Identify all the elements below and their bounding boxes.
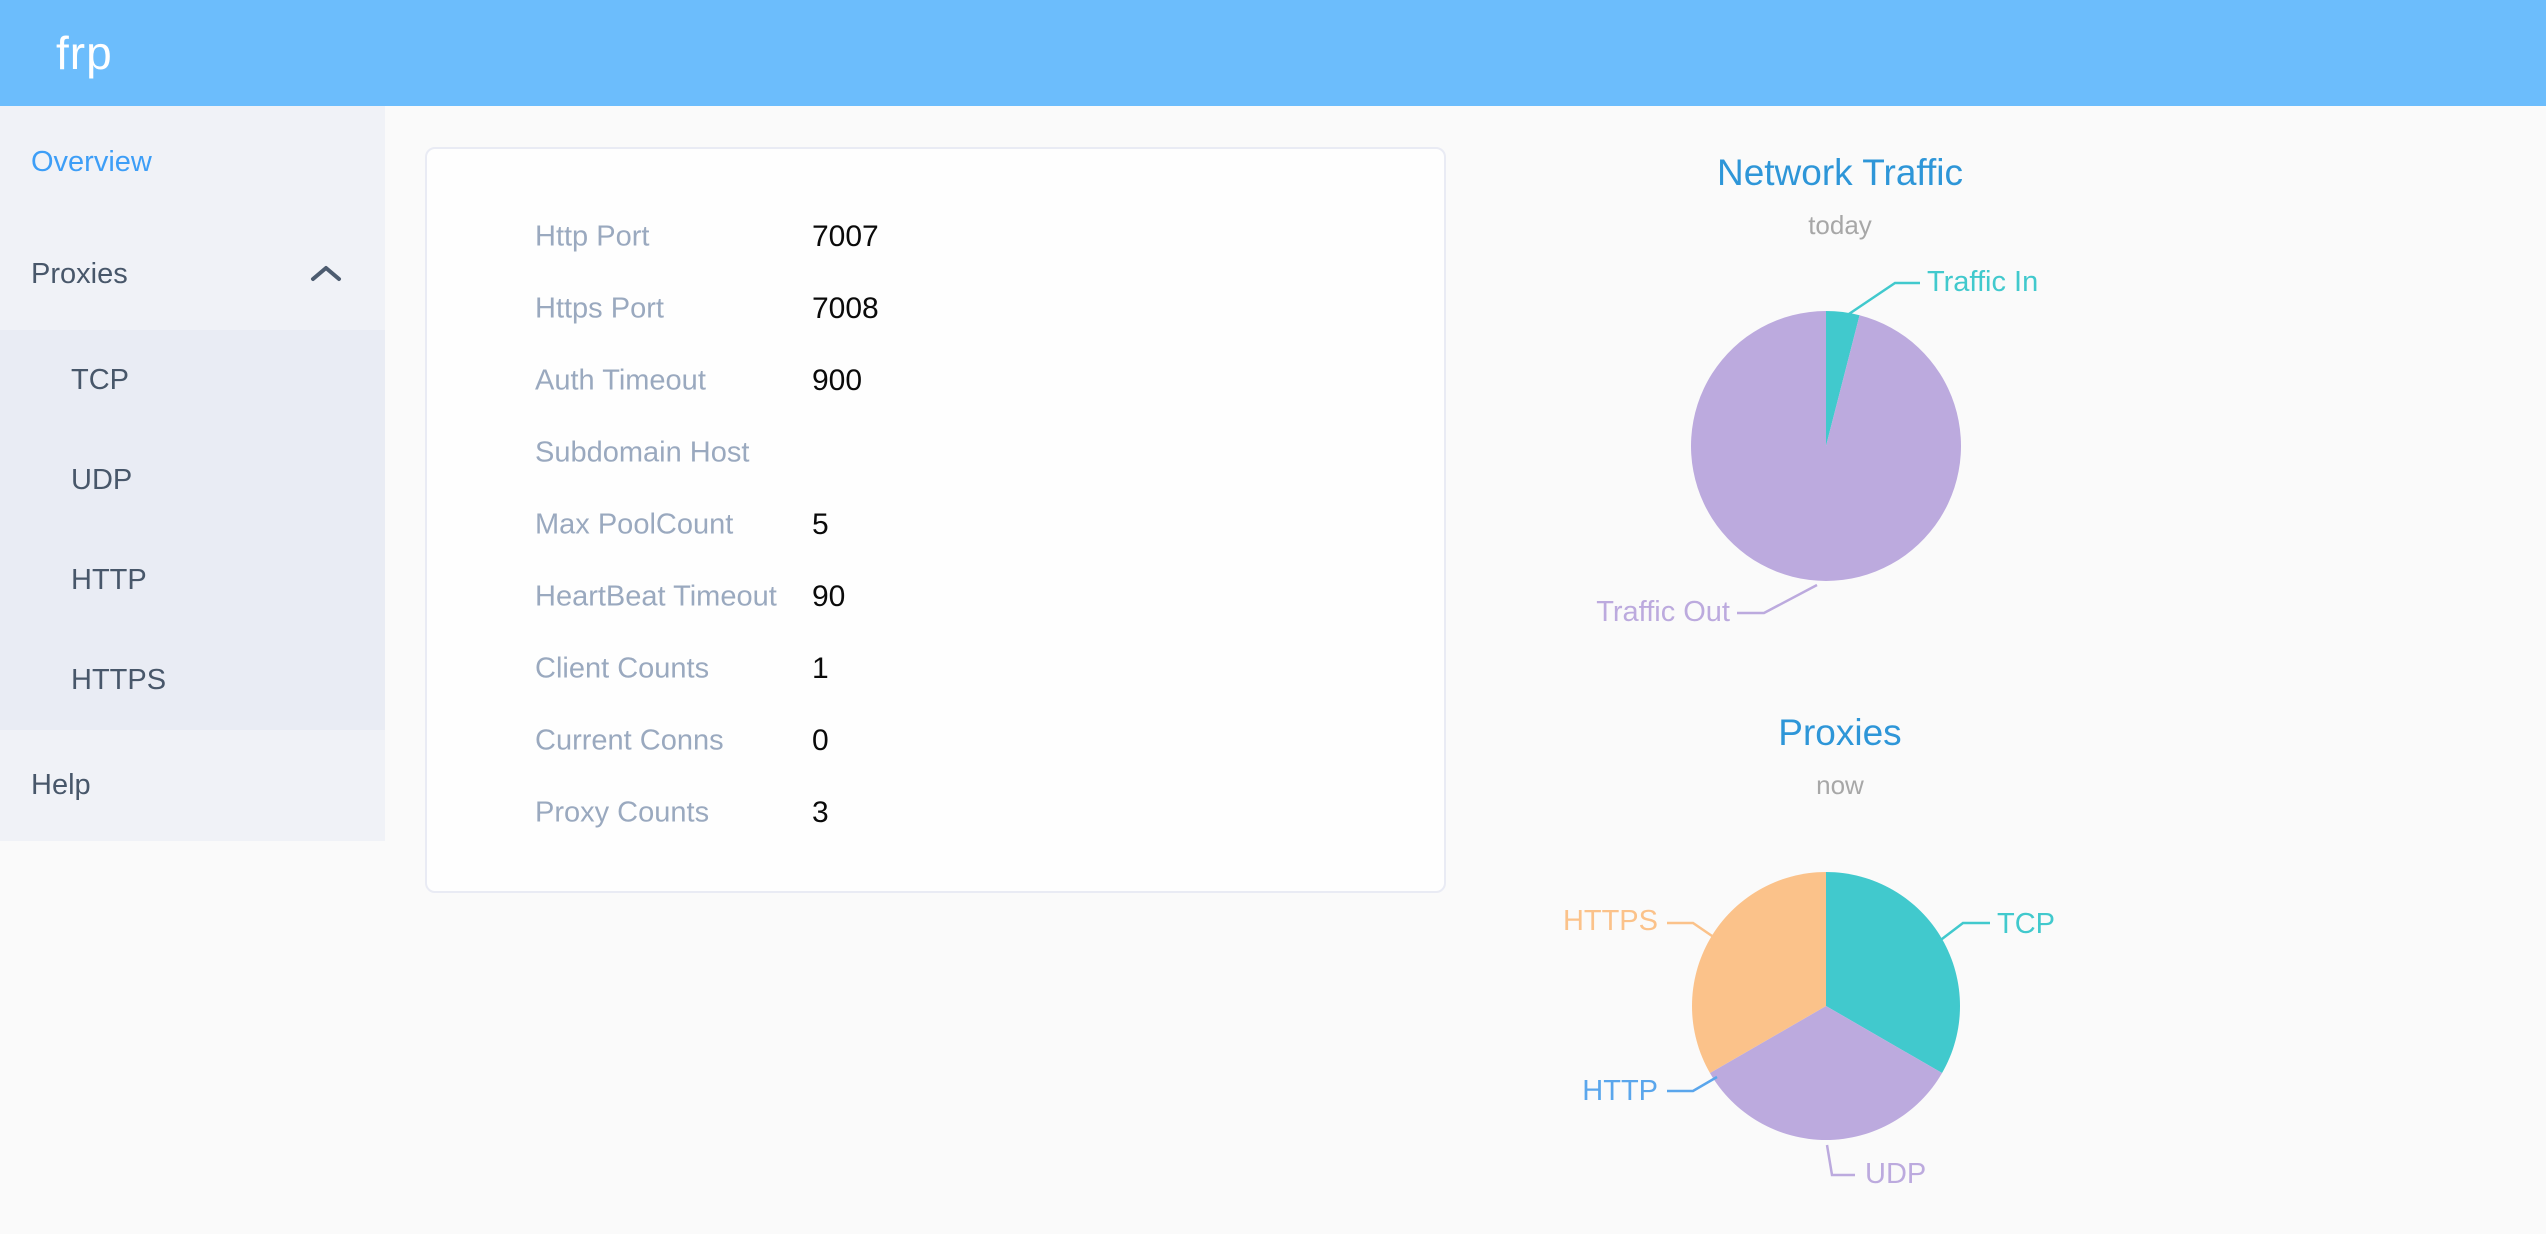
sidebar: Overview Proxies TCP UDP HTTP HTTPS Help (0, 106, 385, 841)
row-value: 7008 (812, 292, 879, 325)
row-value: 5 (812, 508, 829, 541)
sidebar-item-tcp[interactable]: TCP (0, 330, 385, 430)
pie-label-tcp: TCP (1997, 908, 2055, 940)
row-label: Auth Timeout (535, 364, 706, 397)
row-label: Subdomain Host (535, 436, 750, 469)
row-label: HeartBeat Timeout (535, 580, 777, 613)
sidebar-item-label: HTTPS (71, 663, 167, 696)
table-row: Max PoolCount 5 (427, 489, 1444, 561)
row-label: Https Port (535, 292, 664, 325)
sidebar-item-label: Overview (31, 145, 152, 178)
row-label: Http Port (535, 220, 650, 253)
row-value: 900 (812, 364, 863, 397)
network-traffic-chart: Network Traffic today Traffic In Traffic… (1440, 130, 2240, 675)
table-row: Proxy Counts 3 (427, 777, 1444, 849)
server-info-card: Http Port 7007 Https Port 7008 Auth Time… (425, 147, 1446, 893)
pie-slice-traffic-out[interactable] (1691, 311, 1961, 581)
row-value: 1 (812, 652, 829, 685)
pie-slice-traffic-in[interactable] (1826, 311, 1860, 446)
table-row: Client Counts 1 (427, 633, 1444, 705)
sidebar-item-proxies[interactable]: Proxies (0, 218, 385, 330)
row-value: 3 (812, 796, 829, 829)
sidebar-item-label: UDP (71, 463, 133, 496)
table-row: Current Conns 0 (427, 705, 1444, 777)
pie-label-https: HTTPS (1562, 905, 1658, 937)
pie-slice-tcp[interactable] (1826, 872, 1960, 1073)
network-traffic-pie (1691, 311, 1961, 581)
row-label: Proxy Counts (535, 796, 710, 829)
row-label: Current Conns (535, 724, 724, 757)
chart-subtitle: today (1808, 210, 1872, 240)
pie-label-http: HTTP (1582, 1075, 1658, 1107)
sidebar-item-overview[interactable]: Overview (0, 106, 385, 218)
row-value: 0 (812, 724, 829, 757)
table-row: HeartBeat Timeout 90 (427, 561, 1444, 633)
row-value: 90 (812, 580, 846, 613)
proxies-chart: Proxies now TCP HTTPS HTTP UDP (1440, 690, 2240, 1234)
sidebar-item-help[interactable]: Help (0, 730, 385, 841)
row-label: Client Counts (535, 652, 710, 685)
table-row: Http Port 7007 (427, 201, 1444, 273)
chart-subtitle: now (1816, 770, 1864, 800)
chart-title: Proxies (1778, 712, 1902, 753)
sidebar-item-label: Help (31, 769, 91, 801)
sidebar-item-label: HTTP (71, 563, 147, 596)
proxies-pie (1692, 872, 1960, 1140)
sidebar-item-udp[interactable]: UDP (0, 430, 385, 530)
chevron-up-icon (309, 263, 343, 285)
pie-label-traffic-out: Traffic Out (1596, 596, 1730, 628)
sidebar-item-https[interactable]: HTTPS (0, 630, 385, 730)
row-value: 7007 (812, 220, 879, 253)
pie-label-udp: UDP (1865, 1158, 1927, 1190)
sidebar-item-http[interactable]: HTTP (0, 530, 385, 630)
table-row: Https Port 7008 (427, 273, 1444, 345)
frp-logo: frp (56, 27, 113, 79)
table-row: Auth Timeout 900 (427, 345, 1444, 417)
proxies-submenu: TCP UDP HTTP HTTPS (0, 330, 385, 730)
sidebar-item-label: Proxies (31, 257, 128, 290)
table-row: Subdomain Host (427, 417, 1444, 489)
pie-slice-https[interactable] (1692, 872, 1826, 1073)
app-header: frp (0, 0, 2546, 106)
chart-title: Network Traffic (1716, 152, 1964, 193)
pie-label-traffic-in: Traffic In (1927, 266, 2039, 298)
row-label: Max PoolCount (535, 508, 734, 541)
sidebar-item-label: TCP (71, 363, 129, 396)
pie-slice-udp[interactable] (1709, 1006, 1943, 1140)
